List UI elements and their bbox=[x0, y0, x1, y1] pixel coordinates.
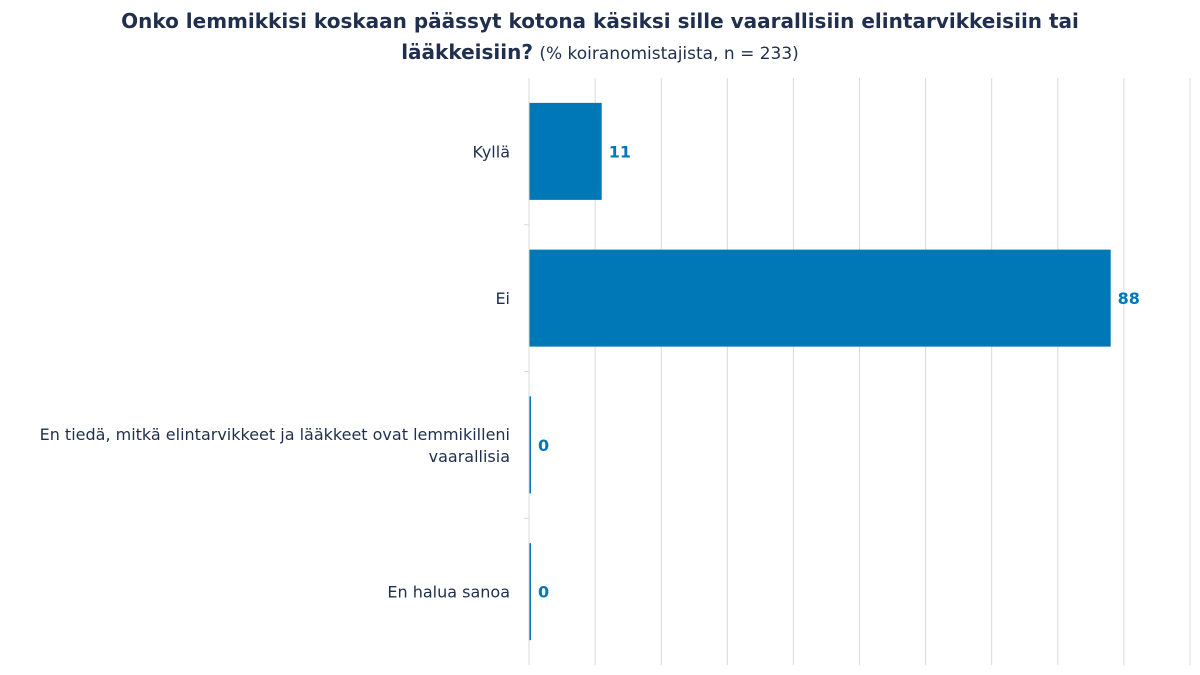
bar bbox=[529, 249, 1111, 347]
title-line1: Onko lemmikkisi koskaan päässyt kotona k… bbox=[121, 9, 1079, 33]
chart-title: Onko lemmikkisi koskaan päässyt kotona k… bbox=[0, 6, 1200, 70]
value-label: 11 bbox=[609, 142, 631, 161]
chart-subtitle: (% koiranomistajista, n = 233) bbox=[539, 44, 799, 64]
category-ticks bbox=[524, 224, 529, 519]
gridlines bbox=[594, 78, 1191, 665]
bar bbox=[529, 543, 531, 641]
value-label: 0 bbox=[538, 436, 549, 455]
category-label: Ei bbox=[495, 289, 510, 308]
value-label: 88 bbox=[1118, 289, 1140, 308]
category-label: En halua sanoa bbox=[387, 583, 510, 602]
value-label: 0 bbox=[538, 583, 549, 602]
category-label: Kyllä bbox=[473, 142, 511, 161]
title-line2: lääkkeisiin? bbox=[401, 40, 533, 64]
bar bbox=[529, 396, 531, 494]
bar bbox=[529, 102, 602, 200]
category-label: En tiedä, mitkä elintarvikkeet ja lääkke… bbox=[40, 425, 510, 466]
